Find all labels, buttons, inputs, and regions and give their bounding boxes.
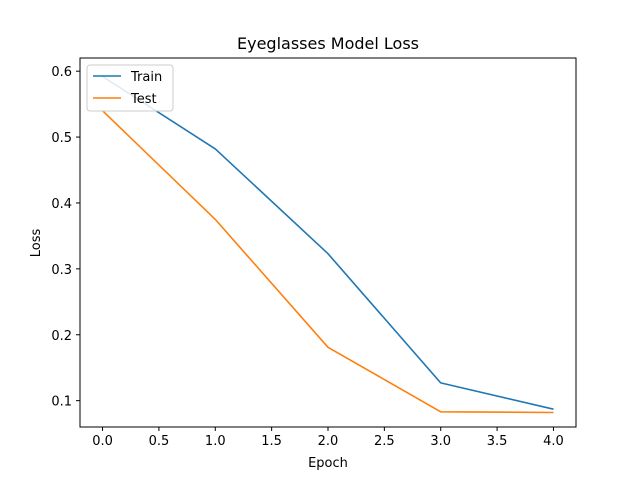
x-axis-ticks: 0.0 0.5 1.0 1.5 2.0 2.5 3.0 3.5 4.0 — [92, 427, 564, 449]
y-tick-label: 0.4 — [51, 197, 72, 212]
legend: Train Test — [86, 64, 174, 112]
y-tick-label: 0.6 — [51, 65, 72, 80]
series-line-train — [102, 75, 554, 410]
x-axis-label: Epoch — [308, 456, 348, 471]
plot-area — [101, 75, 554, 414]
chart-title: Eyeglasses Model Loss — [237, 34, 419, 53]
x-tick-label: 3.0 — [430, 434, 451, 449]
y-tick-label: 0.3 — [51, 263, 72, 278]
plot-frame — [79, 57, 577, 428]
x-tick-label: 4.0 — [543, 434, 564, 449]
x-tick-label: 3.5 — [487, 434, 508, 449]
x-tick-label: 0.0 — [92, 434, 113, 449]
series-line-test — [101, 110, 554, 414]
legend-label-test: Test — [130, 92, 157, 107]
x-tick-label: 2.5 — [374, 434, 395, 449]
x-tick-label: 2.0 — [318, 434, 339, 449]
y-tick-label: 0.1 — [51, 395, 72, 410]
legend-label-train: Train — [130, 70, 162, 85]
y-axis-label: Loss — [29, 229, 44, 258]
y-axis-ticks: 0.1 0.2 0.3 0.4 0.5 0.6 — [51, 65, 80, 410]
x-tick-label: 1.5 — [261, 434, 282, 449]
x-tick-label: 1.0 — [205, 434, 226, 449]
x-tick-label: 0.5 — [149, 434, 170, 449]
y-tick-label: 0.5 — [51, 131, 72, 146]
y-tick-label: 0.2 — [51, 329, 72, 344]
